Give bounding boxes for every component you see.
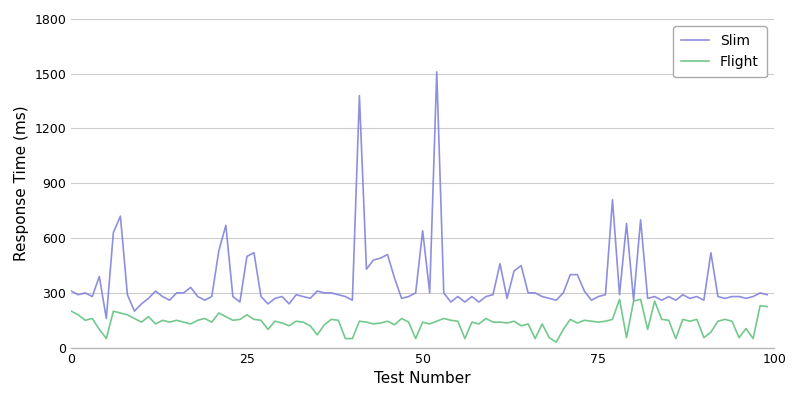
Flight [200, 316, 210, 321]
Slim [432, 70, 442, 74]
Flight [742, 326, 751, 331]
Slim [66, 289, 76, 294]
Line: Flight: Flight [71, 299, 767, 342]
Y-axis label: Response Time (ms): Response Time (ms) [14, 106, 29, 261]
Slim [102, 316, 111, 321]
Flight [425, 322, 434, 326]
Slim [762, 292, 772, 297]
Flight [66, 309, 76, 314]
Slim [495, 261, 505, 266]
Flight [762, 304, 772, 309]
Legend: Slim, Flight: Slim, Flight [673, 26, 767, 78]
Flight [720, 317, 730, 322]
Slim [720, 296, 730, 301]
Slim [235, 300, 245, 304]
X-axis label: Test Number: Test Number [374, 371, 471, 386]
Slim [439, 290, 449, 295]
Flight [228, 318, 238, 323]
Slim [742, 296, 751, 301]
Flight [614, 297, 624, 302]
Flight [551, 340, 561, 345]
Line: Slim: Slim [71, 72, 767, 318]
Flight [481, 316, 490, 321]
Slim [207, 294, 217, 299]
